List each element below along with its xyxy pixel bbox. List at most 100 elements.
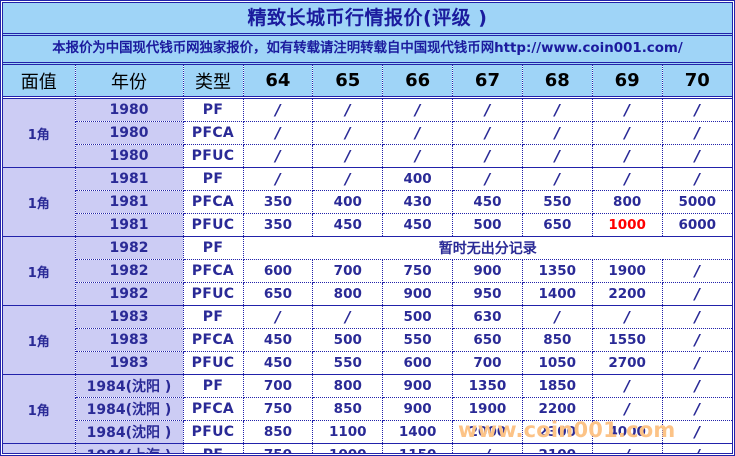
cell-price-empty: /: [243, 167, 314, 191]
cell-price-empty: /: [452, 167, 523, 191]
cell-price-empty: /: [662, 121, 732, 145]
cell-year: 1981: [75, 190, 184, 214]
cell-price: 750: [243, 397, 314, 421]
table-row: 1角 1983 PF //500 630// /: [3, 305, 732, 375]
cell-price: 450: [382, 213, 454, 237]
cell-price: 400: [312, 190, 384, 214]
cell-price: 350: [243, 213, 314, 237]
column-header-grade-68: 68: [522, 65, 593, 99]
column-header-grade-69: 69: [592, 65, 663, 99]
cell-year: 1981: [75, 213, 184, 237]
cell-price-empty: /: [592, 144, 663, 168]
cell-price-empty: /: [592, 374, 663, 398]
cell-price: 1350: [522, 259, 593, 283]
cell-price: 2100: [522, 443, 593, 453]
cell-price: 1350: [452, 374, 523, 398]
cell-price-empty: /: [662, 167, 732, 191]
page-title: 精致长城币行情报价(评级 ): [247, 6, 488, 29]
cell-price-empty: /: [662, 328, 732, 352]
cell-price-empty: /: [312, 121, 384, 145]
cell-price-empty: /: [522, 121, 593, 145]
cell-grade-type: PF: [183, 97, 244, 122]
cell-price: 2300: [522, 420, 593, 444]
cell-price: 1100: [312, 420, 384, 444]
cell-price: 650: [522, 213, 593, 237]
cell-grade-type: PF: [183, 374, 244, 398]
cell-price-empty: /: [662, 397, 732, 421]
cell-grade-type: PFUC: [183, 351, 244, 375]
cell-year: 1982: [75, 259, 184, 283]
cell-price-empty: /: [662, 282, 732, 306]
cell-year: 1984(沈阳 ): [75, 397, 184, 421]
cell-price-empty: /: [522, 167, 593, 191]
cell-price-empty: /: [312, 144, 384, 168]
cell-price: 500: [382, 305, 454, 329]
cell-price: 450: [312, 213, 384, 237]
cell-grade-type: PF: [183, 305, 244, 329]
price-table: 面值 年份 类型 64 65 66 67 68 69 70 1角 1980 PF / /…: [3, 65, 732, 453]
cell-price: 750: [382, 259, 454, 283]
table-row: 1981 PFCA 350 400 430 450 550 800 5000: [3, 190, 732, 214]
cell-price-empty: /: [592, 167, 663, 191]
cell-price: 550: [312, 351, 384, 375]
cell-price: 2200: [592, 282, 663, 306]
cell-grade-type: PFUC: [183, 213, 244, 237]
cell-price-empty: /: [522, 305, 593, 329]
cell-price: 900: [382, 374, 454, 398]
cell-price: 1000: [312, 443, 384, 453]
cell-grade-type: PF: [183, 443, 244, 453]
cell-year: 1980: [75, 97, 184, 122]
cell-grade-type: PFCA: [183, 259, 244, 283]
cell-price-empty: /: [452, 144, 523, 168]
table-row: 1983 PFUC 450 550 600 700 1050 2700/: [3, 351, 732, 375]
cell-price-empty: /: [452, 121, 523, 145]
cell-price-empty: /: [382, 121, 454, 145]
cell-price-empty: /: [662, 351, 732, 375]
cell-price-empty: /: [243, 121, 314, 145]
cell-price: 430: [382, 190, 454, 214]
cell-year: 1981: [75, 167, 184, 191]
cell-price: 5000: [662, 190, 732, 214]
cell-price: 550: [382, 328, 454, 352]
cell-price: 500: [452, 213, 523, 237]
cell-denomination: 1角: [3, 443, 76, 453]
cell-price: 450: [243, 328, 314, 352]
cell-year: 1983: [75, 305, 184, 329]
cell-price: 6000: [662, 213, 732, 237]
column-header-year: 年份: [75, 65, 184, 99]
cell-price-empty: /: [452, 97, 523, 122]
table-row: 1980 PFCA / / / / / / /: [3, 121, 732, 145]
cell-price-empty: /: [662, 420, 732, 444]
table-row: 1角 1980 PF / / / / / / /: [3, 97, 732, 168]
cell-price-empty: /: [452, 443, 523, 453]
cell-denomination: 1角: [3, 97, 76, 168]
table-row: 1982 PFCA 600 700 750 900 1350 1900/: [3, 259, 732, 283]
cell-year: 1984(沈阳 ): [75, 420, 184, 444]
cell-year: 1982: [75, 236, 184, 260]
cell-year: 1984(沈阳 ): [75, 374, 184, 398]
table-row: 1984(沈阳 ) PFCA 750 850 900 1900 2200//: [3, 397, 732, 421]
cell-price: 1000: [592, 213, 663, 237]
cell-no-record-note: 暂时无出分记录: [243, 236, 732, 260]
cell-price-empty: /: [382, 144, 454, 168]
table-row: 1981 PFUC 350 450 450 500 650 1000 6000: [3, 213, 732, 237]
cell-price-empty: /: [662, 374, 732, 398]
cell-denomination: 1角: [3, 236, 76, 306]
column-header-grade-64: 64: [243, 65, 314, 99]
cell-price: 950: [452, 282, 523, 306]
cell-price: 800: [312, 374, 384, 398]
cell-price: 1050: [522, 351, 593, 375]
column-header-denomination: 面值: [3, 65, 76, 99]
cell-price-empty: /: [312, 97, 384, 122]
table-row: 1982 PFUC 650 800 900 950 1400 2200/: [3, 282, 732, 306]
table-row: 1983 PFCA 450 500 550 650 850 1550/: [3, 328, 732, 352]
cell-price: 450: [452, 190, 523, 214]
cell-price-empty: /: [662, 259, 732, 283]
column-header-grade-65: 65: [312, 65, 384, 99]
cell-year: 1982: [75, 282, 184, 306]
cell-grade-type: PFCA: [183, 397, 244, 421]
cell-price: 650: [452, 328, 523, 352]
cell-year: 1980: [75, 144, 184, 168]
cell-price: 1400: [382, 420, 454, 444]
